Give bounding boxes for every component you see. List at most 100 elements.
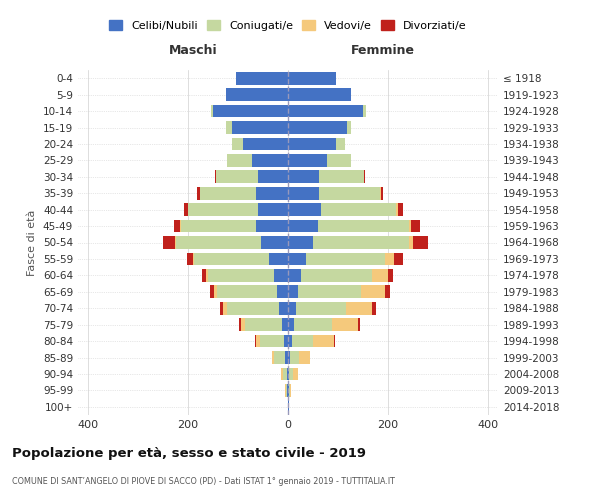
Bar [258, 170, 288, 183]
Bar [409, 236, 413, 249]
Bar [296, 302, 346, 314]
Bar [385, 252, 394, 266]
Bar [288, 334, 292, 347]
Bar [211, 104, 213, 118]
Bar [288, 72, 335, 85]
Bar [256, 220, 288, 232]
Bar [290, 384, 291, 397]
Bar [319, 187, 380, 200]
Bar [409, 220, 411, 232]
Bar [188, 203, 258, 216]
Bar [288, 318, 294, 331]
Bar [381, 187, 383, 200]
Bar [319, 170, 364, 183]
Bar [299, 351, 310, 364]
Bar [289, 384, 290, 397]
Bar [226, 121, 232, 134]
Bar [220, 302, 223, 314]
Bar [327, 154, 351, 167]
Bar [227, 302, 279, 314]
Bar [294, 318, 331, 331]
Bar [217, 286, 277, 298]
Text: Femmine: Femmine [350, 44, 415, 57]
Bar [288, 220, 318, 232]
Bar [256, 187, 288, 200]
Bar [214, 286, 217, 298]
Bar [388, 269, 393, 282]
Bar [258, 203, 288, 216]
Bar [372, 302, 376, 314]
Bar [269, 252, 288, 266]
Bar [292, 334, 313, 347]
Bar [255, 334, 256, 347]
Bar [213, 104, 288, 118]
Bar [293, 368, 298, 380]
Bar [288, 187, 319, 200]
Bar [288, 252, 305, 266]
Bar [320, 203, 395, 216]
Bar [281, 368, 283, 380]
Bar [288, 88, 350, 101]
Bar [260, 334, 284, 347]
Bar [298, 286, 361, 298]
Bar [194, 252, 269, 266]
Bar [288, 351, 290, 364]
Bar [288, 203, 320, 216]
Bar [197, 187, 199, 200]
Text: COMUNE DI SANT’ANGELO DI PIOVE DI SACCO (PD) - Dati ISTAT 1° gennaio 2019 - TUTT: COMUNE DI SANT’ANGELO DI PIOVE DI SACCO … [12, 478, 395, 486]
Bar [271, 351, 274, 364]
Bar [235, 72, 288, 85]
Legend: Celibi/Nubili, Coniugati/e, Vedovi/e, Divorziati/e: Celibi/Nubili, Coniugati/e, Vedovi/e, Di… [106, 17, 470, 34]
Bar [184, 203, 188, 216]
Bar [288, 286, 298, 298]
Bar [243, 138, 288, 150]
Bar [334, 334, 335, 347]
Bar [395, 203, 398, 216]
Bar [256, 334, 260, 347]
Bar [394, 252, 403, 266]
Bar [187, 252, 193, 266]
Bar [288, 154, 327, 167]
Bar [288, 121, 347, 134]
Bar [335, 138, 344, 150]
Bar [385, 286, 389, 298]
Bar [288, 302, 296, 314]
Bar [226, 88, 288, 101]
Bar [283, 368, 287, 380]
Bar [288, 269, 301, 282]
Bar [239, 318, 241, 331]
Bar [241, 318, 245, 331]
Bar [286, 384, 287, 397]
Bar [206, 269, 208, 282]
Bar [288, 138, 335, 150]
Bar [277, 286, 288, 298]
Bar [290, 351, 299, 364]
Bar [288, 104, 363, 118]
Bar [305, 252, 385, 266]
Bar [208, 269, 274, 282]
Bar [288, 170, 319, 183]
Bar [288, 368, 289, 380]
Bar [318, 220, 409, 232]
Bar [363, 104, 365, 118]
Text: Maschi: Maschi [169, 44, 218, 57]
Bar [227, 154, 252, 167]
Bar [260, 236, 288, 249]
Bar [274, 351, 285, 364]
Bar [210, 286, 214, 298]
Bar [398, 203, 403, 216]
Bar [411, 220, 420, 232]
Bar [287, 384, 288, 397]
Bar [215, 170, 258, 183]
Bar [361, 286, 385, 298]
Bar [223, 302, 227, 314]
Bar [232, 138, 243, 150]
Bar [274, 269, 288, 282]
Bar [252, 154, 288, 167]
Bar [245, 318, 282, 331]
Bar [181, 220, 256, 232]
Bar [301, 269, 371, 282]
Bar [347, 121, 351, 134]
Bar [176, 236, 260, 249]
Bar [371, 269, 388, 282]
